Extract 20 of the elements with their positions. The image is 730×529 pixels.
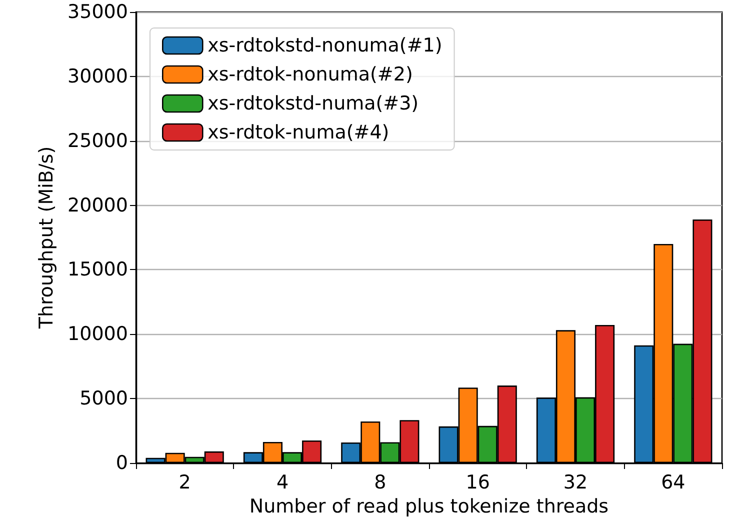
y-tick-label: 15000: [68, 258, 128, 281]
x-tick-label: 8: [374, 472, 386, 494]
y-tick-label: 10000: [68, 323, 128, 346]
x-tick-label: 32: [563, 472, 588, 494]
legend-label: xs-rdtok-nonuma(#2): [208, 64, 413, 86]
x-axis-title: Number of read plus tokenize threads: [249, 495, 609, 518]
legend-label: xs-rdtokstd-numa(#3): [208, 92, 419, 114]
y-tick-label: 25000: [68, 130, 128, 152]
y-tick-label: 35000: [68, 1, 128, 23]
x-tick-label: 64: [661, 472, 686, 494]
y-tick-label: 20000: [68, 194, 128, 216]
legend-label: xs-rdtokstd-nonuma(#1): [208, 34, 442, 56]
y-axis-title: Throughput (MiB/s): [36, 146, 58, 330]
x-tick-label: 2: [178, 472, 191, 494]
legend-label: xs-rdtok-numa(#4): [208, 122, 390, 144]
x-tick-label: 4: [276, 472, 289, 494]
y-tick-label: 30000: [68, 65, 128, 88]
y-tick-label: 5000: [80, 388, 128, 410]
y-tick-label: 0: [116, 452, 128, 474]
x-tick-label: 16: [466, 472, 490, 494]
